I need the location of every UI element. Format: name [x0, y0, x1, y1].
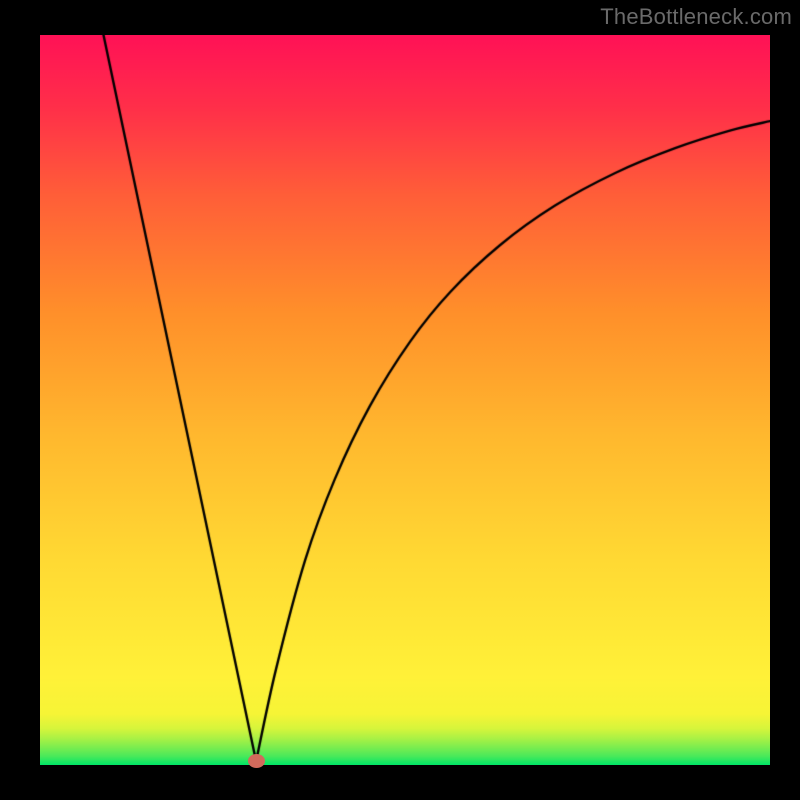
- watermark: TheBottleneck.com: [600, 4, 792, 30]
- optimum-marker-icon: [248, 754, 265, 768]
- bottleneck-curve: [40, 35, 770, 765]
- plot-area: [40, 35, 770, 765]
